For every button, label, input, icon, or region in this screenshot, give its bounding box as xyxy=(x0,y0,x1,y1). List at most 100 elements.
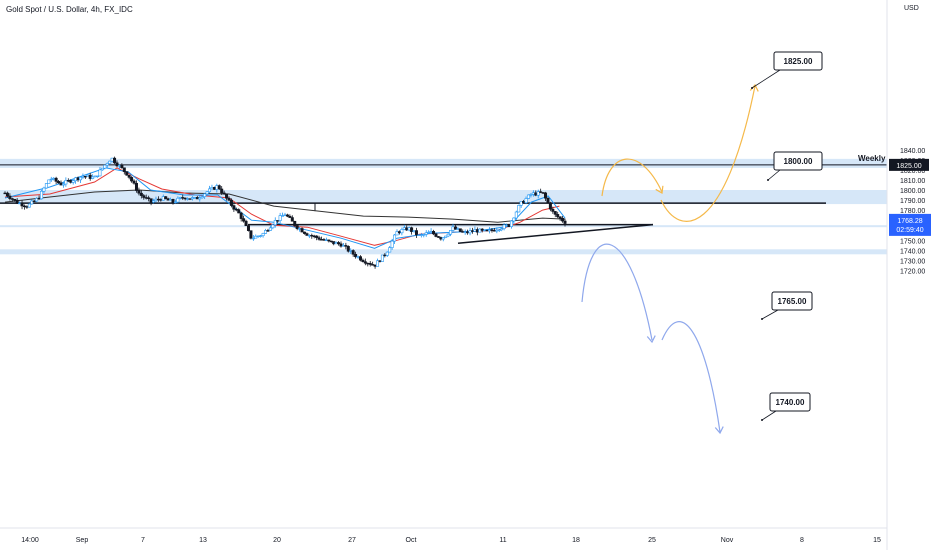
y-tick-label: 1720.00 xyxy=(900,268,925,275)
candle-body xyxy=(203,193,207,197)
projection-arrow-blue-1 xyxy=(581,243,653,341)
callout-box[interactable] xyxy=(769,392,811,412)
candle-body xyxy=(405,227,409,231)
candle-body xyxy=(285,214,289,217)
projection-arrow-blue-2 xyxy=(661,321,721,433)
weekly-axis-label: 1825.00 xyxy=(896,163,921,170)
candle-body xyxy=(176,197,180,203)
candle-body xyxy=(3,192,7,195)
candle-body xyxy=(122,167,126,172)
callout-box[interactable] xyxy=(773,151,823,171)
candle-body xyxy=(295,225,299,229)
candle-body xyxy=(47,179,51,184)
candle-body xyxy=(444,235,448,238)
projection-arrow-orange-2 xyxy=(660,85,756,222)
candle-body xyxy=(66,180,70,182)
candle-body xyxy=(302,231,306,234)
candle-body xyxy=(217,185,221,190)
candle-body xyxy=(212,187,216,190)
callout-leader xyxy=(761,309,779,320)
candle-body xyxy=(171,199,175,203)
candle-body xyxy=(27,203,31,208)
candle-body xyxy=(156,198,160,201)
callout-box[interactable] xyxy=(773,51,823,71)
candle-body xyxy=(368,263,372,265)
candle-body xyxy=(488,229,492,232)
candle-body xyxy=(139,192,143,196)
support-resistance-zone xyxy=(0,158,887,168)
candle-body xyxy=(32,200,36,203)
candle-body xyxy=(225,193,229,199)
candle-body xyxy=(147,197,151,199)
candle-body xyxy=(110,157,114,162)
candle-body xyxy=(256,235,260,238)
y-tick-label: 1780.00 xyxy=(900,208,925,215)
candle-body xyxy=(188,198,192,200)
callout-box[interactable] xyxy=(771,291,813,311)
candle-body xyxy=(293,220,297,226)
candle-body xyxy=(451,226,455,231)
candle-body xyxy=(159,199,163,201)
candle-body xyxy=(35,198,39,202)
candle-body xyxy=(544,192,548,199)
candle-body xyxy=(78,176,82,181)
candle-body xyxy=(239,212,243,219)
candle-body xyxy=(298,228,302,230)
candle-body xyxy=(276,220,280,222)
candle-body xyxy=(320,239,324,241)
candle-body xyxy=(519,200,523,206)
currency-label: USD xyxy=(904,5,919,12)
candle-body xyxy=(195,197,199,200)
candle-body xyxy=(134,182,138,191)
candle-body xyxy=(478,228,482,233)
candle-body xyxy=(81,175,85,178)
candle-body xyxy=(541,192,545,194)
candle-body xyxy=(259,235,263,237)
candle-body xyxy=(161,196,165,201)
candle-body xyxy=(125,171,129,176)
candle-body xyxy=(380,254,384,262)
candle-body xyxy=(183,197,187,200)
candle-body xyxy=(548,202,552,210)
candle-body xyxy=(244,220,248,227)
candle-body xyxy=(178,197,182,199)
candle-body xyxy=(242,218,246,222)
candle-body xyxy=(152,200,156,203)
candle-body xyxy=(539,191,543,193)
candle-body xyxy=(432,231,436,235)
callout-label: 1765.00 xyxy=(778,297,807,306)
candle-body xyxy=(83,175,87,178)
callout-leader xyxy=(767,169,781,181)
candle-body xyxy=(15,199,19,204)
candle-body xyxy=(446,233,450,237)
candle-body xyxy=(49,178,53,181)
callout-anchor xyxy=(767,179,769,181)
candle-body xyxy=(468,230,472,234)
callout-leader xyxy=(761,410,777,421)
candle-body xyxy=(490,229,494,231)
candle-body xyxy=(205,191,209,195)
candle-body xyxy=(397,231,401,234)
candle-body xyxy=(334,242,338,245)
candle-body xyxy=(553,211,557,215)
candle-body xyxy=(332,241,336,245)
candle-body xyxy=(20,202,24,207)
x-tick-label: Sep xyxy=(76,537,89,544)
ascending-trendline[interactable] xyxy=(457,223,654,245)
weekly-label: Weekly xyxy=(858,154,886,163)
candle-body xyxy=(237,209,241,214)
current-price-tag xyxy=(889,213,931,236)
candle-body xyxy=(327,239,331,242)
callout-label: 1825.00 xyxy=(784,57,813,66)
candle-body xyxy=(193,197,197,199)
candle-body xyxy=(410,227,414,232)
candle-body xyxy=(88,174,92,179)
candle-body xyxy=(307,234,311,237)
candle-body xyxy=(310,234,314,237)
candle-body xyxy=(117,165,121,167)
candle-body xyxy=(485,229,489,232)
candle-body xyxy=(378,260,382,262)
candle-body xyxy=(22,205,26,208)
candle-body xyxy=(268,227,272,231)
